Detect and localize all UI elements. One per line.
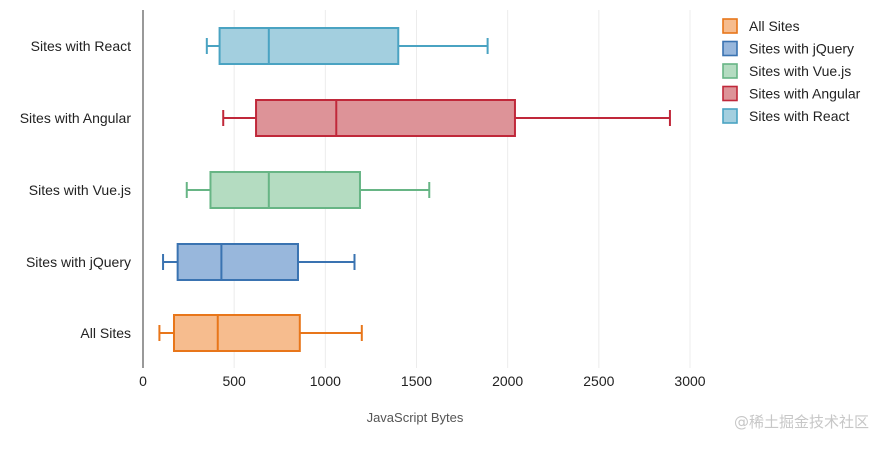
box-iqr [209, 171, 361, 209]
box-group [205, 27, 489, 65]
x-tick-label: 500 [222, 373, 246, 389]
legend-swatch [722, 18, 738, 34]
x-axis-title: JavaScript Bytes [367, 410, 464, 425]
box-group [185, 171, 431, 209]
box-iqr [176, 243, 299, 281]
category-label: Sites with jQuery [26, 254, 131, 270]
box-iqr [255, 99, 516, 137]
watermark: @稀土掘金技术社区 [733, 413, 869, 431]
legend: All Sites Sites with jQuery Sites with Vue… [722, 18, 861, 124]
category-label: Sites with Angular [20, 110, 132, 126]
legend-label: Sites with Vue.js [749, 63, 851, 79]
x-tick-label: 1000 [310, 373, 341, 389]
box-group [158, 314, 363, 352]
box-group [222, 99, 671, 137]
legend-swatch [722, 108, 738, 124]
x-tick-label: 3000 [674, 373, 705, 389]
box-iqr [218, 27, 400, 65]
category-label: Sites with Vue.js [29, 182, 131, 198]
legend-label: Sites with React [749, 108, 849, 124]
x-tick-label: 1500 [401, 373, 432, 389]
legend-swatch [722, 63, 738, 79]
box-series [158, 27, 671, 352]
legend-label: All Sites [749, 18, 800, 34]
x-tick-label: 0 [139, 373, 147, 389]
legend-label: Sites with jQuery [749, 41, 854, 57]
legend-swatch [722, 85, 738, 102]
category-label: All Sites [80, 325, 131, 341]
category-label: Sites with React [31, 38, 131, 54]
category-labels: All Sites Sites with jQuery Sites with Vue… [20, 38, 132, 341]
x-tick-label: 2500 [583, 373, 614, 389]
x-tick-labels: 0 500 1000 1500 2000 2500 3000 [139, 373, 706, 389]
legend-label: Sites with Angular [749, 86, 861, 102]
box-iqr [172, 314, 301, 352]
x-tick-label: 2000 [492, 373, 523, 389]
box-group [162, 243, 356, 281]
legend-swatch [722, 40, 738, 57]
